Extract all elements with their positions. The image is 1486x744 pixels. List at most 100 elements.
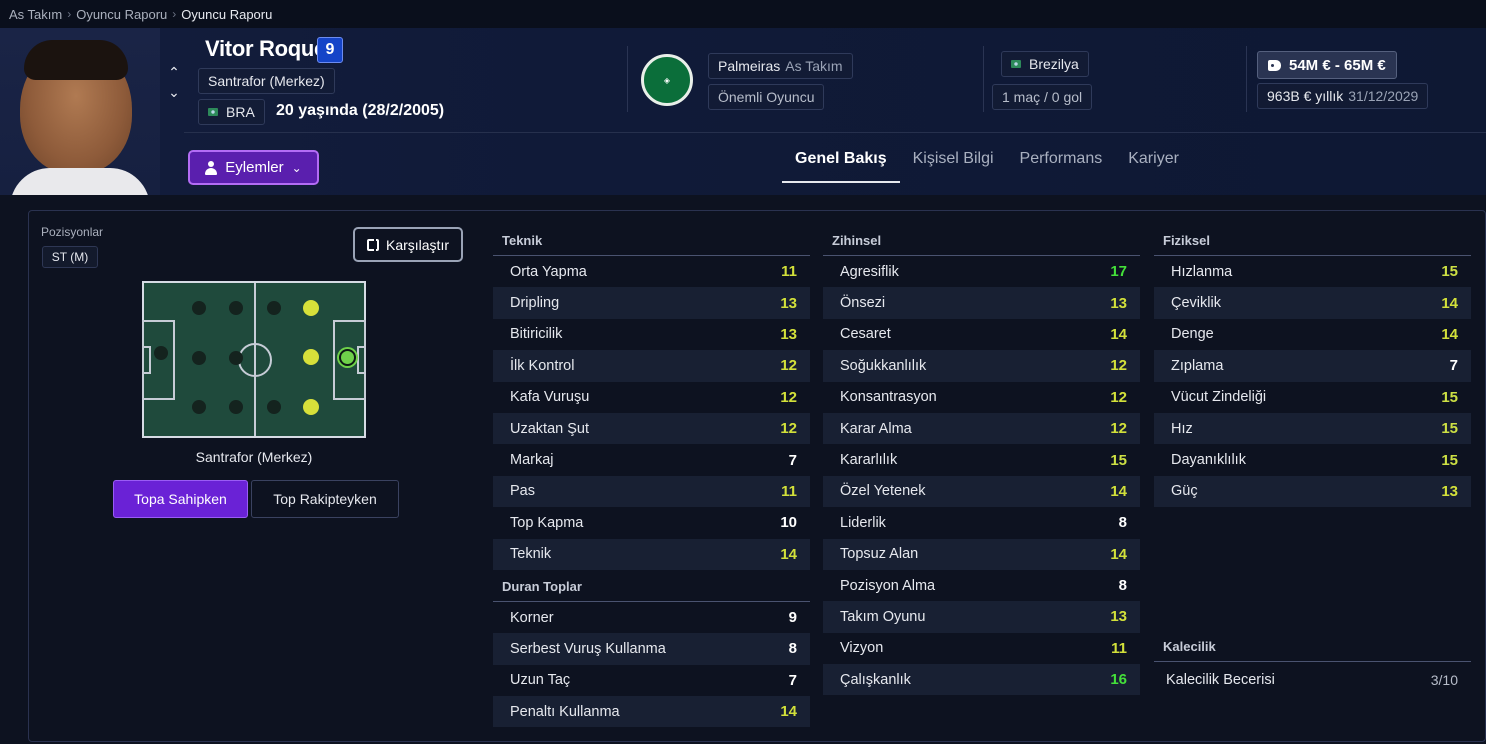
attribute-name: Markaj [510, 452, 554, 469]
attribute-row[interactable]: Teknik 14 [493, 538, 810, 570]
attribute-row[interactable]: İlk Kontrol 12 [493, 350, 810, 382]
attribute-name: Kafa Vuruşu [510, 389, 590, 406]
attribute-row[interactable]: Vücut Zindeliği 15 [1154, 382, 1471, 413]
attribute-row[interactable]: Top Kapma 10 [493, 507, 810, 538]
age-text: 20 yaşında (28/2/2005) [276, 102, 445, 119]
attribute-value: 14 [1441, 325, 1458, 343]
attribute-row[interactable]: Hızlanma 15 [1154, 256, 1471, 287]
attribute-name: Özel Yetenek [840, 483, 926, 500]
out-of-possession-toggle[interactable]: Top Rakipteyken [251, 480, 399, 518]
attribute-row[interactable]: Serbest Vuruş Kullanma 8 [493, 633, 810, 665]
compare-button[interactable]: Karşılaştır [353, 227, 463, 262]
position-dot[interactable] [192, 400, 206, 414]
attribute-row[interactable]: Dayanıklılık 15 [1154, 444, 1471, 475]
attribute-name: Agresiflik [840, 263, 899, 280]
tab-career[interactable]: Kariyer [1128, 150, 1179, 167]
attribute-row[interactable]: Vizyon 11 [823, 633, 1140, 664]
attribute-row[interactable]: Kafa Vuruşu 12 [493, 382, 810, 413]
attribute-row[interactable]: Özel Yetenek 14 [823, 475, 1140, 508]
attribute-row[interactable]: Penaltı Kullanma 14 [493, 696, 810, 728]
attribute-row[interactable]: Kalecilik Becerisi 3/10 [1154, 662, 1471, 698]
attribute-row[interactable]: Bitiricilik 13 [493, 319, 810, 350]
attribute-row[interactable]: Hız 15 [1154, 412, 1471, 445]
squad-status-text: Önemli Oyuncu [718, 89, 815, 105]
player-navigator: ⌃ ⌄ [166, 62, 182, 102]
position-dot[interactable] [229, 351, 243, 365]
attribute-row[interactable]: Uzun Taç 7 [493, 665, 810, 696]
physical-list: Hızlanma 15 Çeviklik 14 Denge 14 Zıplama 7 Vücut… [1154, 256, 1471, 508]
attribute-row[interactable]: Markaj 7 [493, 444, 810, 475]
attribute-name: Topsuz Alan [840, 546, 919, 563]
shirt-number-badge: 9 [317, 37, 343, 63]
attribute-row[interactable]: Soğukkanlılık 12 [823, 350, 1140, 382]
position-dot[interactable] [229, 400, 243, 414]
attribute-row[interactable]: Korner 9 [493, 602, 810, 633]
attribute-value: 8 [1118, 514, 1127, 532]
tab-overview[interactable]: Genel Bakış [782, 146, 900, 183]
chevron-down-icon[interactable]: ⌄ [168, 84, 180, 100]
club-logo[interactable]: ◈ [641, 54, 693, 106]
nationality-code: BRA [226, 104, 255, 120]
attribute-value: 13 [1110, 294, 1127, 312]
attribute-row[interactable]: Zıplama 7 [1154, 350, 1471, 382]
attribute-row[interactable]: Önsezi 13 [823, 287, 1140, 319]
in-possession-toggle[interactable]: Topa Sahipken [113, 480, 248, 518]
attribute-row[interactable]: Orta Yapma 11 [493, 256, 810, 287]
positions-label: Pozisyonlar [41, 225, 104, 239]
position-dot[interactable] [154, 346, 168, 360]
attribute-name: Soğukkanlılık [840, 357, 927, 374]
attribute-row[interactable]: Pozisyon Alma 8 [823, 570, 1140, 601]
attribute-row[interactable]: Takım Oyunu 13 [823, 601, 1140, 633]
attribute-value: 11 [781, 263, 797, 281]
attribute-name: İlk Kontrol [510, 357, 575, 374]
transfer-value-text: 54M € - 65M € [1289, 56, 1386, 74]
position-dot[interactable] [267, 400, 281, 414]
contract-expiry: 31/12/2029 [1348, 88, 1419, 104]
attribute-row[interactable]: Topsuz Alan 14 [823, 538, 1140, 570]
attribute-value: 8 [1118, 577, 1127, 595]
tab-performance[interactable]: Performans [1019, 150, 1103, 167]
nation-badge[interactable]: Brezilya [1001, 51, 1089, 77]
position-dot-natural[interactable] [339, 349, 356, 366]
attribute-value: 12 [780, 388, 797, 406]
position-dot-suitable[interactable] [303, 399, 319, 415]
position-dot[interactable] [229, 301, 243, 315]
club-badge[interactable]: Palmeiras As Takım [708, 53, 853, 79]
position-dot-suitable[interactable] [303, 349, 319, 365]
attribute-name: Teknik [510, 546, 552, 563]
attribute-row[interactable]: Pas 11 [493, 475, 810, 508]
breadcrumb-item-report[interactable]: Oyuncu Raporu [76, 6, 168, 22]
attribute-row[interactable]: Agresiflik 17 [823, 256, 1140, 287]
attribute-row[interactable]: Kararlılık 15 [823, 444, 1140, 475]
attribute-row[interactable]: Liderlik 8 [823, 507, 1140, 538]
attribute-row[interactable]: Güç 13 [1154, 475, 1471, 508]
attribute-name: Çalışkanlık [840, 671, 911, 688]
position-dot[interactable] [192, 301, 206, 315]
position-dot-suitable[interactable] [303, 300, 319, 316]
breadcrumb-item-team[interactable]: As Takım [9, 6, 63, 22]
attribute-name: Orta Yapma [510, 263, 587, 280]
nation-name: Brezilya [1029, 56, 1079, 72]
technical-attributes: Teknik Orta Yapma 11 Dripling 13 Bitiricilik… [493, 227, 810, 728]
wage-badge: 963B € yıllık 31/12/2029 [1257, 83, 1429, 109]
tab-bar: Genel Bakış Kişisel Bilgi Performans Kar… [782, 146, 1192, 183]
attribute-row[interactable]: Çalışkanlık 16 [823, 664, 1140, 696]
actions-button[interactable]: Eylemler ⌄ [188, 150, 319, 185]
attribute-row[interactable]: Cesaret 14 [823, 319, 1140, 350]
section-title-set-pieces: Duran Toplar [493, 573, 810, 602]
attribute-row[interactable]: Denge 14 [1154, 319, 1471, 350]
position-dot[interactable] [192, 351, 206, 365]
attribute-row[interactable]: Karar Alma 12 [823, 412, 1140, 445]
attribute-name: Karar Alma [840, 420, 912, 437]
tab-personal-info[interactable]: Kişisel Bilgi [912, 150, 994, 167]
club-logo-mark: ◈ [663, 75, 671, 85]
attribute-value: 12 [780, 357, 797, 375]
attribute-row[interactable]: Uzaktan Şut 12 [493, 412, 810, 445]
chevron-up-icon[interactable]: ⌃ [168, 64, 180, 80]
attribute-row[interactable]: Dripling 13 [493, 287, 810, 319]
attribute-row[interactable]: Çeviklik 14 [1154, 287, 1471, 319]
attribute-name: Penaltı Kullanma [510, 703, 620, 720]
chevron-right-icon: › [67, 7, 72, 21]
position-dot[interactable] [267, 301, 281, 315]
attribute-row[interactable]: Konsantrasyon 12 [823, 382, 1140, 413]
